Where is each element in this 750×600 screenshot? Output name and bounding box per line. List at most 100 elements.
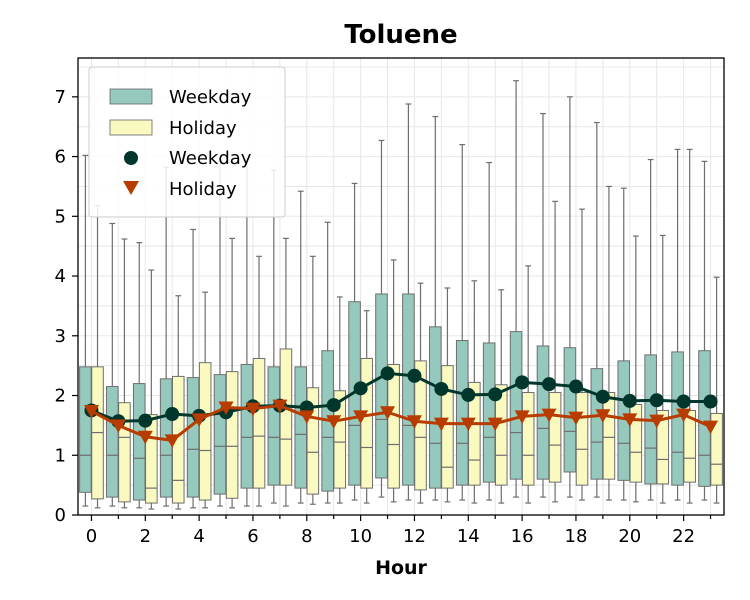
legend-label-holiday-mean: Holiday <box>169 179 237 200</box>
mean-point-holiday <box>406 415 422 429</box>
mean-point-weekday <box>622 393 637 408</box>
y-tick-label: 0 <box>55 505 66 526</box>
mean-point-weekday <box>165 407 180 422</box>
x-axis-label: Hour <box>375 557 427 579</box>
box-holiday <box>145 414 158 504</box>
legend-label-weekday-box: Weekday <box>169 87 252 108</box>
legend-frame <box>88 66 286 218</box>
mean-point-holiday <box>191 413 207 427</box>
mean-line-holiday <box>90 404 712 442</box>
mean-point-weekday <box>515 375 530 390</box>
box-weekday <box>240 363 254 489</box>
y-tick-label: 2 <box>55 386 66 407</box>
box-weekday <box>590 368 604 480</box>
box-holiday <box>279 348 293 486</box>
x-axis: 0 2 4 6 8 10 12 14 16 18 20 22 <box>86 515 712 547</box>
mean-point-weekday <box>488 387 503 402</box>
box-holiday <box>387 363 400 489</box>
box-holiday <box>629 403 643 483</box>
x-tick-label: 14 <box>457 526 480 547</box>
mean-point-holiday <box>676 408 692 423</box>
legend-marker-weekday <box>124 151 138 165</box>
box-holiday <box>333 390 347 489</box>
y-tick-label: 7 <box>55 87 66 108</box>
mean-point-holiday <box>541 408 557 423</box>
x-tick-label: 22 <box>672 526 695 547</box>
mean-point-weekday <box>649 393 664 408</box>
mean-point-weekday <box>326 398 341 413</box>
box-holiday <box>602 392 616 480</box>
box-holiday <box>118 402 131 503</box>
mean-point-weekday <box>407 368 422 383</box>
box-holiday <box>252 357 266 489</box>
y-tick-label: 6 <box>55 147 66 168</box>
box-weekday <box>482 342 496 483</box>
box-holiday <box>656 409 670 485</box>
box-plots <box>79 80 723 510</box>
mean-point-holiday <box>272 399 288 414</box>
mean-point-weekday <box>380 366 395 381</box>
mean-point-holiday <box>353 410 369 424</box>
box-holiday <box>198 362 212 501</box>
box-weekday <box>186 377 200 498</box>
y-axis: 0 1 2 3 4 5 6 7 <box>55 87 78 526</box>
mean-point-holiday <box>568 411 584 426</box>
mean-point-holiday <box>595 409 611 423</box>
x-tick-label: 4 <box>193 526 204 547</box>
mean-point-weekday <box>434 381 449 396</box>
mean-point-holiday <box>218 401 234 415</box>
y-tick-label: 3 <box>55 326 66 347</box>
box-weekday <box>429 326 442 489</box>
box-holiday <box>225 371 239 499</box>
mean-point-holiday <box>245 402 261 417</box>
box-weekday <box>132 383 146 501</box>
x-tick-label: 0 <box>86 526 97 547</box>
plot-frame <box>77 57 725 516</box>
box-weekday <box>509 331 523 480</box>
x-tick-label: 2 <box>140 526 151 547</box>
mean-point-weekday <box>595 389 610 404</box>
box-weekday <box>213 374 227 495</box>
mean-point-weekday <box>461 387 476 402</box>
mean-point-holiday <box>380 406 396 420</box>
mean-point-weekday <box>703 394 718 409</box>
mean-lines <box>83 366 719 448</box>
y-tick-label: 4 <box>55 266 66 287</box>
legend-label-weekday-mean: Weekday <box>169 148 252 169</box>
x-tick-label: 8 <box>301 526 312 547</box>
box-holiday <box>306 387 320 495</box>
mean-point-holiday <box>487 417 503 432</box>
x-tick-label: 6 <box>247 526 258 547</box>
box-weekday <box>563 347 577 473</box>
mean-point-holiday <box>137 430 153 445</box>
x-tick-label: 12 <box>403 526 426 547</box>
mean-point-holiday <box>649 414 665 429</box>
mean-point-holiday <box>433 417 449 432</box>
mean-point-holiday <box>110 419 126 433</box>
box-weekday <box>294 366 308 489</box>
mean-point-weekday <box>676 394 691 409</box>
box-holiday <box>521 392 535 486</box>
box-weekday <box>698 350 711 487</box>
box-holiday <box>360 357 373 489</box>
legend-swatch-holiday-box <box>109 119 153 136</box>
mean-point-weekday <box>568 379 583 394</box>
mean-point-holiday <box>326 415 342 429</box>
box-weekday <box>267 366 281 486</box>
x-tick-label: 16 <box>511 526 534 547</box>
chart-title: Toluene <box>344 20 457 50</box>
box-weekday <box>375 293 388 479</box>
mean-point-holiday <box>703 420 719 435</box>
legend: Weekday Holiday Weekday Holiday <box>88 66 286 218</box>
x-tick-label: 18 <box>565 526 588 547</box>
box-weekday <box>106 386 119 498</box>
mean-point-holiday <box>164 434 180 448</box>
box-holiday <box>468 381 481 486</box>
y-tick-label: 1 <box>55 445 66 466</box>
mean-point-holiday <box>83 405 99 419</box>
mean-point-weekday <box>138 413 153 428</box>
box-holiday <box>494 384 508 486</box>
legend-marker-holiday <box>123 181 139 195</box>
box-weekday <box>402 293 415 486</box>
y-tick-label: 5 <box>55 206 66 227</box>
